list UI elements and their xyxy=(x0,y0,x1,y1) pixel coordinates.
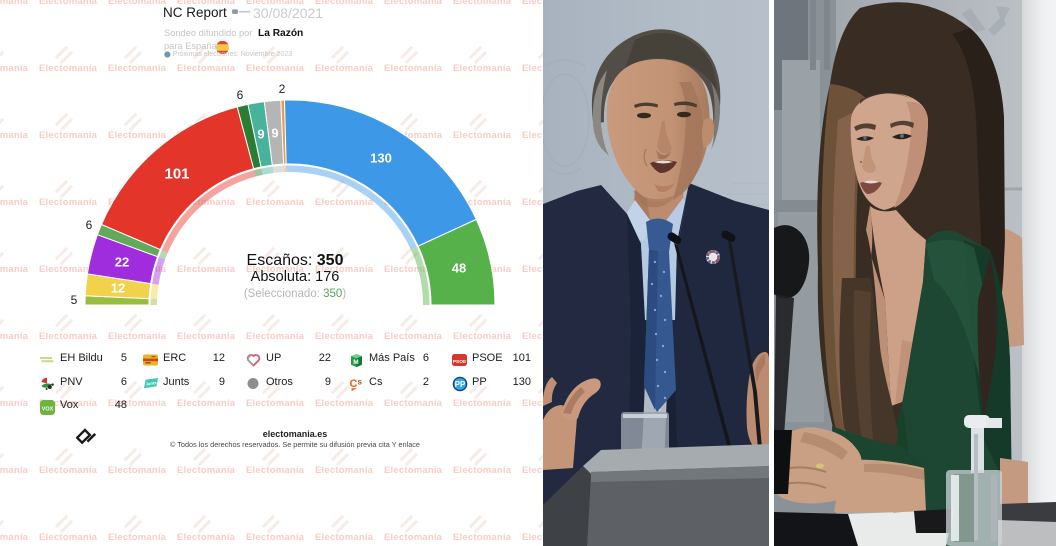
svg-text:6: 6 xyxy=(86,218,93,232)
svg-text:VOX: VOX xyxy=(42,406,54,412)
svg-text:2: 2 xyxy=(279,82,286,96)
svg-text:9: 9 xyxy=(271,126,278,141)
svg-text:22: 22 xyxy=(115,255,129,270)
svg-text:12: 12 xyxy=(111,281,125,296)
svg-text:C: C xyxy=(350,378,358,390)
svg-text:48: 48 xyxy=(452,261,466,276)
svg-text:s: s xyxy=(358,378,363,387)
svg-text:101: 101 xyxy=(164,166,189,183)
svg-text:6: 6 xyxy=(237,88,244,102)
svg-text:5: 5 xyxy=(71,293,78,307)
svg-text:130: 130 xyxy=(370,151,392,166)
svg-text:9: 9 xyxy=(257,127,264,142)
svg-text:Junts: Junts xyxy=(145,380,157,387)
svg-text:M: M xyxy=(353,359,358,366)
svg-text:PSOE: PSOE xyxy=(453,358,467,364)
svg-text:PP: PP xyxy=(455,380,465,389)
